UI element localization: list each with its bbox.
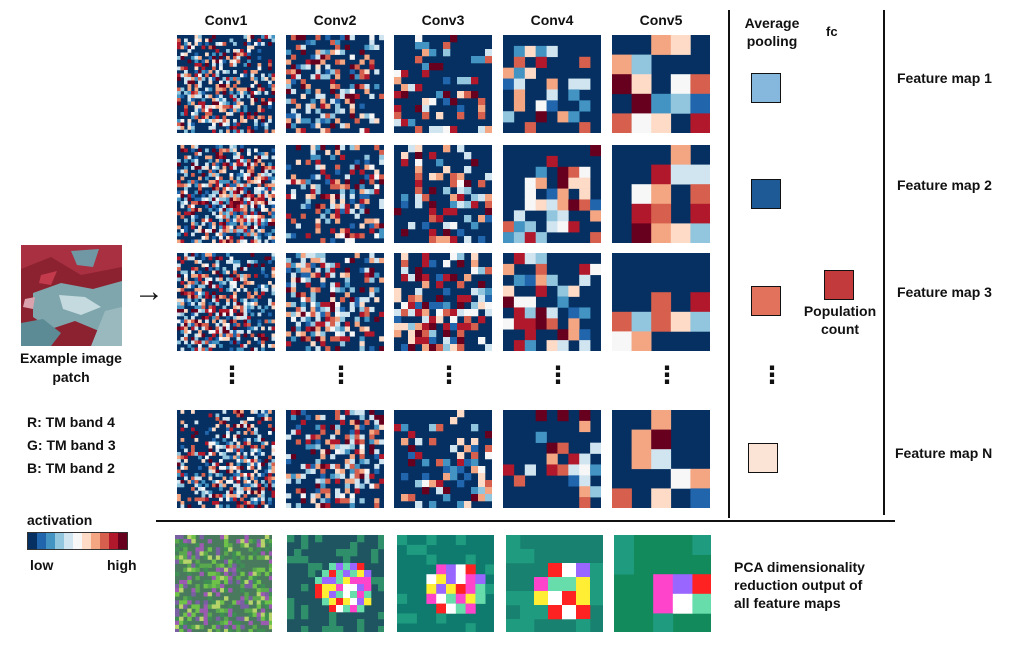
feature-map-label-1: Feature map 1	[897, 70, 992, 86]
legend-color-2	[46, 533, 55, 549]
legend-color-6	[82, 533, 91, 549]
fc-title: fc	[826, 24, 838, 39]
pooling-square-2	[751, 179, 781, 209]
input-image-patch	[21, 245, 122, 346]
pca-label-line2: reduction output of	[734, 577, 863, 593]
legend-color-4	[64, 533, 73, 549]
pca-output-conv4	[506, 535, 603, 632]
activation-map-conv2-row4	[286, 410, 384, 508]
activation-map-conv2-row3	[286, 253, 384, 351]
activation-map-conv1-row4	[177, 410, 275, 508]
activation-map-conv5-row3	[612, 253, 710, 351]
activation-map-conv5-row2	[612, 145, 710, 243]
legend-colorbar	[27, 532, 128, 550]
pooling-title-line2: pooling	[746, 33, 798, 49]
band-list: R: TM band 4 G: TM band 3 B: TM band 2	[27, 411, 116, 480]
input-arrow: →	[134, 275, 164, 308]
pca-output-conv2	[287, 535, 384, 632]
feature-divider	[883, 10, 885, 515]
pooling-square-3	[751, 286, 781, 316]
activation-map-conv4-row4	[503, 410, 601, 508]
input-title-line2: patch	[52, 369, 90, 385]
activation-map-conv3-row4	[394, 410, 492, 508]
feature-map-label-n: Feature map N	[895, 445, 993, 461]
pca-label-line3: all feature maps	[734, 595, 841, 611]
pca-divider	[156, 520, 895, 522]
legend-color-9	[109, 533, 118, 549]
activation-map-conv1-row1	[177, 35, 275, 133]
band-g: G: TM band 3	[27, 437, 116, 453]
pooling-title: Average pooling	[734, 14, 810, 50]
fc-label-line2: count	[820, 321, 860, 337]
ellipsis-conv3: ⋮	[437, 362, 461, 389]
fc-output-square	[824, 270, 854, 300]
ellipsis-conv2: ⋮	[329, 362, 353, 389]
pooling-square-n	[748, 443, 778, 473]
legend-color-5	[73, 533, 82, 549]
band-b: B: TM band 2	[27, 460, 115, 476]
activation-map-conv4-row2	[503, 145, 601, 243]
activation-map-conv2-row1	[286, 35, 384, 133]
legend-color-10	[118, 533, 127, 549]
legend-low-label: low	[30, 557, 54, 573]
legend-color-3	[55, 533, 64, 549]
legend-color-1	[37, 533, 46, 549]
pca-label-line1: PCA dimensionality	[734, 559, 865, 575]
pca-label: PCA dimensionality reduction output of a…	[734, 558, 865, 612]
activation-map-conv5-row4	[612, 410, 710, 508]
pooling-divider	[728, 10, 730, 518]
ellipsis-conv1: ⋮	[220, 362, 244, 389]
pooling-title-line1: Average	[744, 15, 800, 31]
pca-output-conv5	[614, 535, 711, 632]
fc-label-line1: Population	[803, 303, 877, 319]
layer-title-conv5: Conv5	[639, 12, 683, 28]
ellipsis-conv4: ⋮	[546, 362, 570, 389]
input-title: Example image patch	[4, 349, 138, 387]
legend-color-0	[28, 533, 37, 549]
activation-map-conv4-row1	[503, 35, 601, 133]
layer-title-conv1: Conv1	[204, 12, 248, 28]
legend-color-7	[91, 533, 100, 549]
fc-label: Population count	[792, 302, 888, 338]
activation-map-conv2-row2	[286, 145, 384, 243]
feature-map-label-3: Feature map 3	[897, 284, 992, 300]
activation-map-conv3-row2	[394, 145, 492, 243]
band-r: R: TM band 4	[27, 414, 115, 430]
activation-map-conv3-row3	[394, 253, 492, 351]
legend-color-8	[100, 533, 109, 549]
pooling-square-1	[751, 73, 781, 103]
input-title-line1: Example image	[20, 350, 122, 366]
pca-output-conv1	[175, 535, 272, 632]
activation-map-conv5-row1	[612, 35, 710, 133]
ellipsis-pooling: ⋮	[760, 362, 784, 389]
legend-title: activation	[27, 512, 93, 528]
activation-map-conv1-row3	[177, 253, 275, 351]
activation-map-conv3-row1	[394, 35, 492, 133]
activation-map-conv1-row2	[177, 145, 275, 243]
layer-title-conv2: Conv2	[313, 12, 357, 28]
input-image-svg	[21, 245, 122, 346]
ellipsis-conv5: ⋮	[655, 362, 679, 389]
feature-map-label-2: Feature map 2	[897, 177, 992, 193]
pca-output-conv3	[397, 535, 494, 632]
legend-high-label: high	[107, 557, 137, 573]
activation-map-conv4-row3	[503, 253, 601, 351]
layer-title-conv3: Conv3	[421, 12, 465, 28]
layer-title-conv4: Conv4	[530, 12, 574, 28]
